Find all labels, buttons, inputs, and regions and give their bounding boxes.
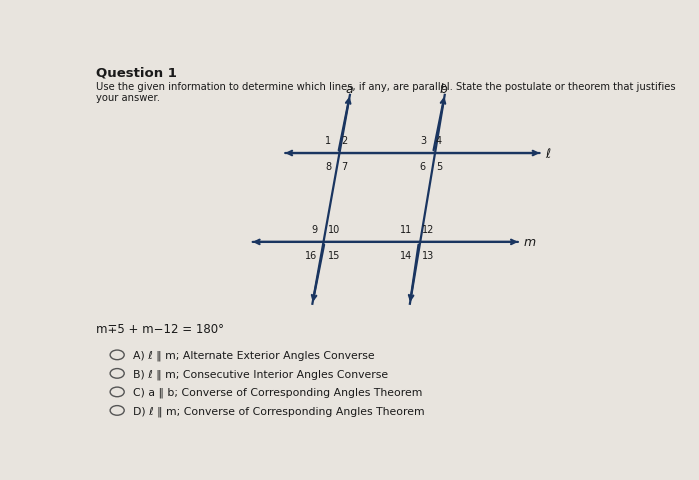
Text: Use the given information to determine which lines, if any, are parallel. State : Use the given information to determine w…: [96, 82, 675, 103]
Text: 2: 2: [341, 135, 347, 145]
Text: 10: 10: [327, 224, 340, 234]
Text: m∓5 + m−12 = 180°: m∓5 + m−12 = 180°: [96, 322, 224, 335]
Text: b: b: [440, 83, 448, 96]
Text: D) ℓ ‖ m; Converse of Corresponding Angles Theorem: D) ℓ ‖ m; Converse of Corresponding Angl…: [134, 405, 425, 416]
Text: 8: 8: [325, 162, 331, 172]
Text: 3: 3: [420, 135, 426, 145]
Text: Question 1: Question 1: [96, 67, 176, 80]
Text: 14: 14: [400, 251, 412, 261]
Text: 12: 12: [421, 224, 434, 234]
Text: 1: 1: [325, 135, 331, 145]
Text: 6: 6: [420, 162, 426, 172]
Text: 11: 11: [400, 224, 412, 234]
Text: $\ell$: $\ell$: [545, 147, 552, 161]
Text: 5: 5: [435, 162, 442, 172]
Text: 9: 9: [312, 224, 317, 234]
Text: C) a ‖ b; Converse of Corresponding Angles Theorem: C) a ‖ b; Converse of Corresponding Angl…: [134, 387, 423, 397]
Text: 15: 15: [327, 251, 340, 261]
Text: 13: 13: [421, 251, 434, 261]
Text: a: a: [345, 83, 353, 96]
Text: $m$: $m$: [524, 236, 537, 249]
Text: 7: 7: [341, 162, 347, 172]
Text: 16: 16: [305, 251, 317, 261]
Text: A) ℓ ‖ m; Alternate Exterior Angles Converse: A) ℓ ‖ m; Alternate Exterior Angles Conv…: [134, 350, 375, 360]
Text: 4: 4: [435, 135, 442, 145]
Text: B) ℓ ‖ m; Consecutive Interior Angles Converse: B) ℓ ‖ m; Consecutive Interior Angles Co…: [134, 368, 389, 379]
